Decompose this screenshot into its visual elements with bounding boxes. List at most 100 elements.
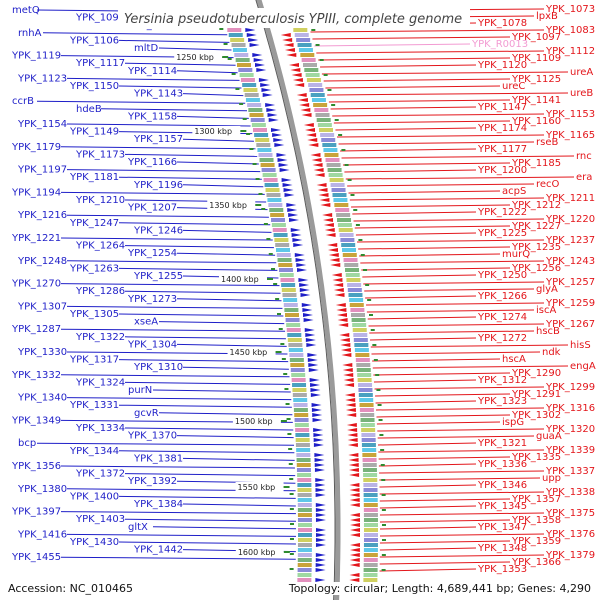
forward-gene-mark xyxy=(262,93,273,97)
leader-line-right xyxy=(316,50,545,54)
leader-line-right xyxy=(333,120,511,124)
feature-band-inner xyxy=(297,498,312,502)
feature-band-outer xyxy=(360,413,375,417)
feature-band-inner xyxy=(282,293,297,297)
leader-line-left xyxy=(42,32,228,36)
feature-band-outer xyxy=(308,83,323,87)
leader-line-left xyxy=(66,397,292,401)
leader-line-left xyxy=(60,556,296,560)
feature-band-inner xyxy=(227,28,242,32)
gc-skew-mark xyxy=(347,179,352,181)
gene-label-left: YPK_1287 xyxy=(11,324,61,335)
feature-band-inner xyxy=(297,528,312,532)
feature-band-outer xyxy=(363,493,378,497)
leader-line-right xyxy=(379,512,545,516)
leader-line-right xyxy=(379,554,545,558)
leader-line-right xyxy=(370,344,569,348)
feature-band-outer xyxy=(321,138,336,142)
gene-label-right: YPK_1320 xyxy=(545,424,595,435)
gene-label-left: bcp xyxy=(18,438,36,449)
gc-skew-mark xyxy=(338,134,343,136)
reverse-gene-mark xyxy=(333,288,344,292)
leader-line-right xyxy=(379,568,477,572)
forward-gene-mark xyxy=(301,303,312,307)
forward-gene-mark xyxy=(308,363,319,367)
feature-band-outer xyxy=(351,313,366,317)
feature-band-outer xyxy=(363,473,378,477)
forward-gene-mark xyxy=(315,558,326,562)
gene-label-right: YPK_1316 xyxy=(545,403,595,414)
leader-line-left xyxy=(60,511,296,515)
leader-line-right xyxy=(352,211,477,215)
reverse-gene-mark xyxy=(330,263,341,267)
forward-gene-mark xyxy=(270,128,281,132)
gc-skew-mark xyxy=(235,88,240,90)
leader-line-right xyxy=(337,134,545,138)
gene-label-left: YPK_1305 xyxy=(69,309,119,320)
gene-label-left: YPK_1356 xyxy=(11,461,61,472)
reverse-gene-mark xyxy=(331,273,342,277)
leader-line-right xyxy=(379,540,511,544)
reverse-gene-mark xyxy=(300,108,311,112)
forward-gene-mark xyxy=(284,193,295,197)
leader-line-right xyxy=(327,92,569,96)
forward-gene-mark xyxy=(315,513,326,517)
feature-band-inner xyxy=(242,83,257,87)
reverse-gene-mark xyxy=(328,253,339,257)
reverse-gene-mark xyxy=(299,103,310,107)
gc-skew-mark xyxy=(311,29,316,31)
reverse-gene-mark xyxy=(288,63,299,67)
leader-line-right xyxy=(367,316,477,320)
feature-band-outer xyxy=(359,398,374,402)
feature-band-outer xyxy=(328,173,343,177)
feature-band-outer xyxy=(309,88,324,92)
feature-band-inner xyxy=(279,273,294,277)
kbp-label-backdrop xyxy=(227,347,276,357)
leader-line-left xyxy=(176,435,294,439)
right-leader-lines xyxy=(304,8,575,572)
reverse-gene-mark xyxy=(339,333,350,337)
gene-label-right: YPK_1336 xyxy=(477,459,527,470)
reverse-gene-mark xyxy=(349,578,360,582)
feature-band-inner xyxy=(236,63,251,67)
gc-skew-mark xyxy=(289,523,294,525)
gene-label-left: YPK_1194 xyxy=(11,187,61,198)
gene-label-left: YPK_1331 xyxy=(69,400,119,411)
reverse-gene-mark xyxy=(348,468,359,472)
leader-line-left xyxy=(118,404,292,408)
gene-label-right: YPK_1259 xyxy=(545,298,595,309)
reverse-gene-mark xyxy=(286,53,297,57)
forward-gene-mark xyxy=(298,278,309,282)
leader-line-left xyxy=(118,359,289,363)
gene-label-right: YPK_1299 xyxy=(545,382,595,393)
gc-skew-mark xyxy=(289,493,294,495)
leader-line-right xyxy=(349,197,545,201)
leader-line-left xyxy=(182,184,264,188)
forward-gene-mark xyxy=(246,33,257,37)
gene-label-left: metQ xyxy=(12,5,40,16)
leader-line-left xyxy=(118,313,284,317)
reverse-gene-mark xyxy=(340,348,351,352)
leader-line-right xyxy=(342,162,511,166)
gene-label-right: ureC xyxy=(502,81,525,92)
feature-band-inner xyxy=(297,473,312,477)
feature-band-inner xyxy=(297,523,312,527)
reverse-gene-mark xyxy=(349,553,360,557)
leader-line-left xyxy=(118,495,296,499)
leader-line-right xyxy=(377,435,535,439)
leader-line-left xyxy=(182,138,254,142)
feature-band-inner xyxy=(274,238,289,242)
leader-line-right xyxy=(318,57,511,61)
feature-band-outer xyxy=(314,108,329,112)
gene-label-right: YPK_1200 xyxy=(477,165,527,176)
leader-line-left xyxy=(124,518,296,522)
gc-skew-mark xyxy=(381,554,386,556)
reverse-gene-mark xyxy=(346,423,357,427)
forward-gene-mark xyxy=(306,343,317,347)
forward-gene-mark xyxy=(307,358,318,362)
leader-line-right xyxy=(357,239,545,243)
gene-label-left: YPK_1334 xyxy=(75,423,125,434)
feature-band-outer xyxy=(363,573,378,577)
leader-line-left xyxy=(158,321,285,325)
leader-line-left xyxy=(100,108,248,112)
